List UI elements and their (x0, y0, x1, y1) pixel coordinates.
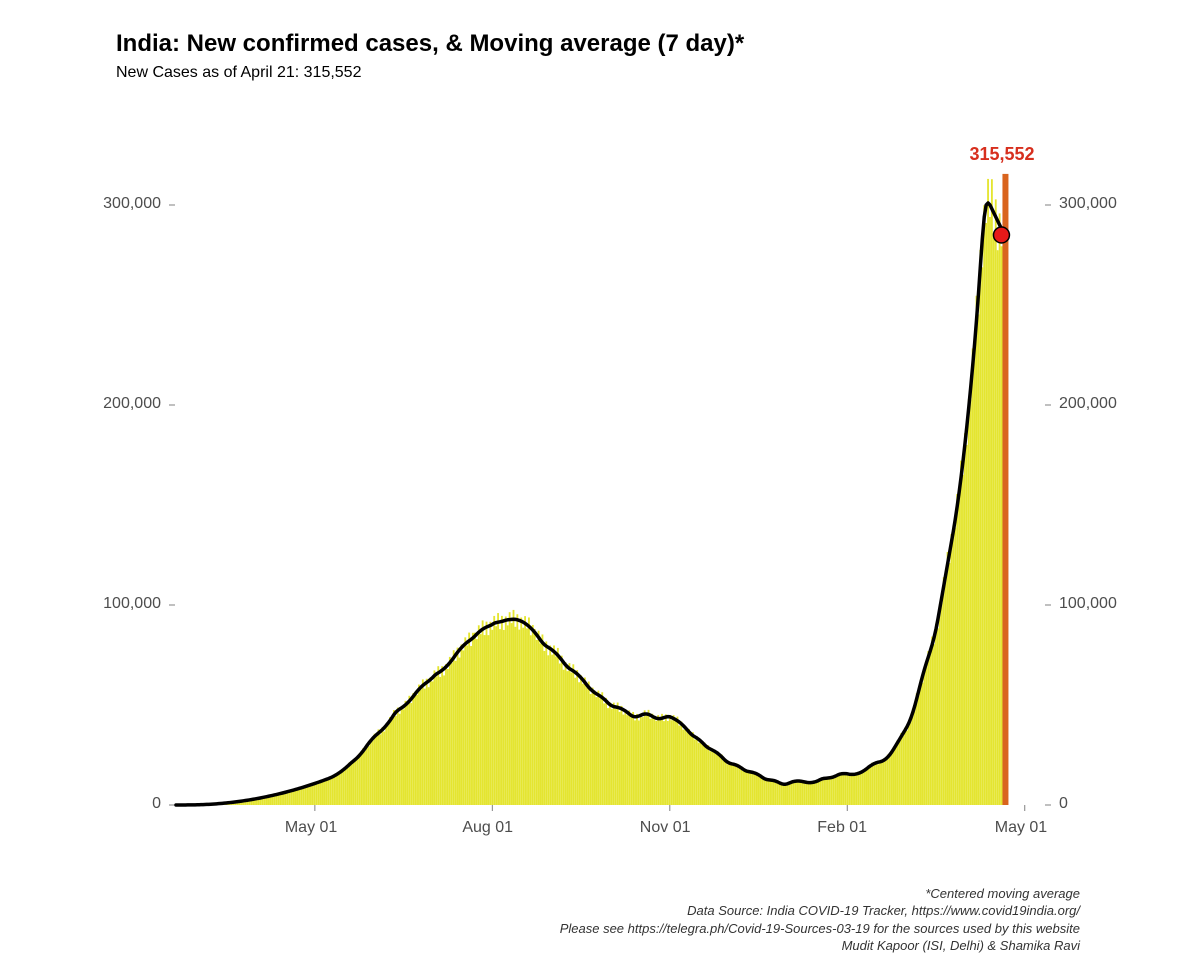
chart-container: India: New confirmed cases, & Moving ave… (0, 0, 1200, 975)
chart-subtitle: New Cases as of April 21: 315,552 (116, 64, 361, 82)
y-left-tick-label: 200,000 (103, 395, 161, 413)
x-tick-label: May 01 (285, 819, 337, 837)
y-right-tick-label: 0 (1059, 795, 1068, 813)
x-tick-label: Feb 01 (817, 819, 867, 837)
y-right-tick-label: 300,000 (1059, 195, 1117, 213)
chart-title: India: New confirmed cases, & Moving ave… (116, 30, 744, 58)
x-tick-label: Nov 01 (640, 819, 691, 837)
footnote-line: Mudit Kapoor (ISI, Delhi) & Shamika Ravi (560, 937, 1080, 955)
y-right-tick-label: 100,000 (1059, 595, 1117, 613)
y-left-tick-label: 300,000 (103, 195, 161, 213)
footnote-line: Please see https://telegra.ph/Covid-19-S… (560, 920, 1080, 938)
y-left-tick-label: 0 (152, 795, 161, 813)
x-tick-label: Aug 01 (462, 819, 513, 837)
footnote-line: Data Source: India COVID-19 Tracker, htt… (560, 902, 1080, 920)
y-right-tick-label: 200,000 (1059, 395, 1117, 413)
chart-plot (175, 165, 1045, 825)
y-left-tick-label: 100,000 (103, 595, 161, 613)
highlight-label: 315,552 (969, 144, 1034, 165)
x-tick-label: May 01 (995, 819, 1047, 837)
footnotes: *Centered moving average Data Source: In… (560, 885, 1080, 955)
footnote-line: *Centered moving average (560, 885, 1080, 903)
